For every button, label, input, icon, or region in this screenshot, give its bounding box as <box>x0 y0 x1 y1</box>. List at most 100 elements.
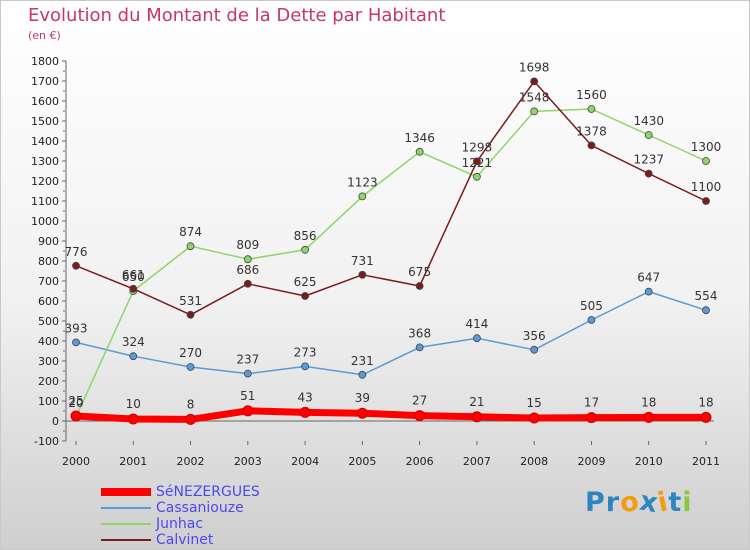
series-point-1 <box>415 343 424 352</box>
data-label-3: 776 <box>65 245 88 259</box>
legend-item-0: SéNEZERGUES <box>101 484 341 500</box>
y-tick-label: 1700 <box>31 75 59 88</box>
series-point-0 <box>299 406 311 418</box>
series-point-3 <box>415 282 424 290</box>
proxiti-logo: Proxiti <box>585 485 693 519</box>
data-label-1: 414 <box>465 317 488 331</box>
chart-title: Evolution du Montant de la Dette par Hab… <box>28 5 446 26</box>
y-tick-label: 500 <box>38 315 59 328</box>
data-label-2: 1430 <box>633 114 664 128</box>
x-tick-label: 2004 <box>291 455 319 468</box>
data-label-0: 10 <box>126 397 141 411</box>
y-tick-label: 1800 <box>31 55 59 68</box>
data-label-3: 1378 <box>576 124 607 138</box>
x-tick-label: 2005 <box>348 455 376 468</box>
series-point-2 <box>243 255 252 264</box>
data-label-0: 51 <box>240 389 255 403</box>
series-point-0 <box>185 413 197 425</box>
data-label-1: 368 <box>408 326 431 340</box>
data-label-1: 273 <box>294 345 317 359</box>
y-tick-label: 600 <box>38 295 59 308</box>
legend-label: Cassaniouze <box>156 500 244 516</box>
data-label-1: 554 <box>695 289 718 303</box>
legend-swatch <box>101 523 151 525</box>
data-label-1: 231 <box>351 354 374 368</box>
series-point-1 <box>186 363 195 371</box>
data-label-3: 661 <box>122 268 145 282</box>
series-point-0 <box>585 412 597 424</box>
data-label-0: 25 <box>68 394 83 408</box>
series-point-2 <box>186 242 195 251</box>
logo-letter: t <box>668 487 683 518</box>
y-tick-label: 1100 <box>31 195 59 208</box>
series-point-3 <box>186 310 195 319</box>
series-point-3 <box>644 169 653 178</box>
series-point-2 <box>358 192 367 201</box>
series-point-3 <box>301 292 309 300</box>
x-tick-label: 2003 <box>234 455 262 468</box>
series-point-0 <box>70 410 82 422</box>
legend-item-1: Cassaniouze <box>101 500 341 516</box>
legend-label: Calvinet <box>156 532 214 548</box>
series-point-2 <box>301 245 309 254</box>
y-tick-label: 800 <box>38 255 59 268</box>
legend-label: Junhac <box>156 516 204 532</box>
series-point-1 <box>587 316 596 324</box>
data-label-0: 27 <box>412 394 427 408</box>
x-tick-label: 2006 <box>406 455 434 468</box>
series-point-1 <box>129 352 138 361</box>
data-label-2: 809 <box>236 238 259 252</box>
data-label-3: 1298 <box>462 140 493 154</box>
data-label-0: 18 <box>641 395 656 409</box>
data-label-0: 43 <box>297 390 312 404</box>
data-label-0: 8 <box>187 397 195 411</box>
series-point-1 <box>644 287 653 296</box>
data-label-2: 856 <box>294 229 317 243</box>
data-label-0: 18 <box>698 395 713 409</box>
chart-subtitle: (en €) <box>28 29 61 42</box>
series-point-2 <box>702 157 710 165</box>
series-point-1 <box>301 362 309 371</box>
series-point-0 <box>643 411 655 423</box>
x-tick-label: 2008 <box>520 455 548 468</box>
y-tick-label: 1200 <box>31 175 59 188</box>
logo-letter: P <box>585 487 606 518</box>
series-point-1 <box>72 338 80 347</box>
data-label-3: 1698 <box>519 60 550 74</box>
data-label-2: 1548 <box>519 90 550 104</box>
y-tick-label: 100 <box>38 395 59 408</box>
series-point-1 <box>358 370 367 379</box>
y-tick-label: 1500 <box>31 115 59 128</box>
series-point-0 <box>528 412 540 424</box>
data-label-3: 731 <box>351 254 374 268</box>
series-point-1 <box>473 334 481 343</box>
x-tick-label: 2007 <box>463 455 491 468</box>
logo-letter: i <box>682 487 693 518</box>
y-tick-label: 200 <box>38 375 59 388</box>
series-point-0 <box>414 410 426 422</box>
series-line-2 <box>75 108 707 418</box>
x-tick-label: 2010 <box>635 455 663 468</box>
data-label-1: 270 <box>179 346 202 360</box>
legend-swatch <box>101 488 151 496</box>
series-point-1 <box>530 345 539 354</box>
series-point-1 <box>702 306 710 315</box>
data-label-3: 1237 <box>633 153 664 167</box>
y-tick-label: 1000 <box>31 215 59 228</box>
series-point-3 <box>473 157 481 166</box>
y-tick-label: 900 <box>38 235 59 248</box>
series-point-3 <box>530 77 539 86</box>
data-label-3: 686 <box>236 263 259 277</box>
series-line-1 <box>75 290 707 376</box>
series-point-0 <box>356 407 368 419</box>
data-label-1: 647 <box>637 271 660 285</box>
series-point-2 <box>644 131 653 139</box>
legend-item-3: Calvinet <box>101 532 341 548</box>
x-tick-label: 2009 <box>577 455 605 468</box>
logo-letter: r <box>605 487 621 518</box>
data-label-3: 675 <box>408 265 431 279</box>
series-point-3 <box>72 261 80 270</box>
series-point-2 <box>530 107 539 116</box>
series-point-0 <box>700 411 712 423</box>
data-label-3: 1100 <box>691 180 722 194</box>
